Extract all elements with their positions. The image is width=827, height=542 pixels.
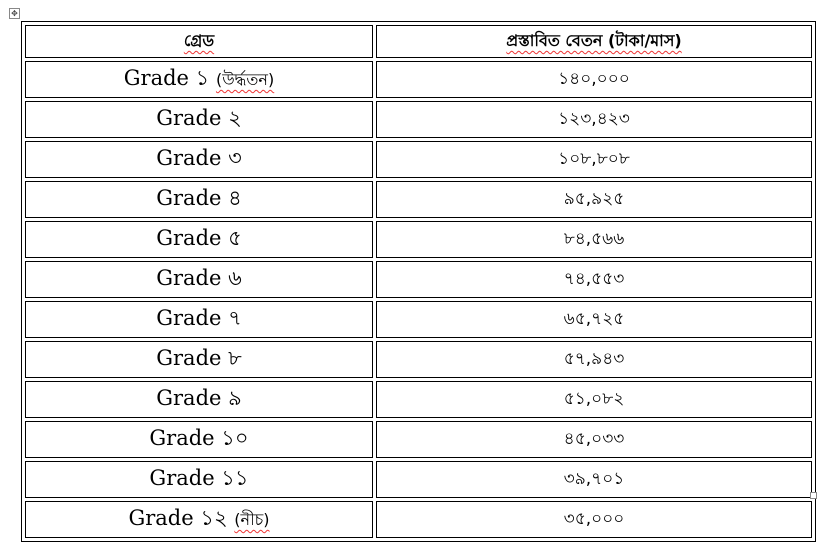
salary-cell[interactable]: ১৪০,০০০ <box>376 61 812 98</box>
salary-value: ৫১,০৮২ <box>563 388 625 409</box>
grade-label: Grade ৭ <box>156 306 242 330</box>
grade-label: Grade ৪ <box>156 186 242 210</box>
grade-label: Grade ১০ <box>149 426 249 450</box>
grade-note: (উর্দ্ধতন) <box>215 70 275 89</box>
table-row: Grade ৩ ১০৮,৮০৮ <box>25 141 812 178</box>
grade-label: Grade ৮ <box>156 346 242 370</box>
grade-label: Grade ৫ <box>156 226 242 250</box>
salary-cell[interactable]: ৫১,০৮২ <box>376 381 812 418</box>
grade-cell[interactable]: Grade ৬ <box>25 261 373 298</box>
header-grade[interactable]: গ্রেড <box>25 25 373 58</box>
salary-cell[interactable]: ৭৪,৫৫৩ <box>376 261 812 298</box>
table-header-row: গ্রেড প্রস্তাবিত বেতন (টাকা/মাস) <box>25 25 812 58</box>
table-row: Grade ৯ ৫১,০৮২ <box>25 381 812 418</box>
salary-value: ৩৯,৭০১ <box>563 468 625 489</box>
grade-cell[interactable]: Grade ১২ (নীচ) <box>25 501 373 538</box>
salary-cell[interactable]: ৫৭,৯৪৩ <box>376 341 812 378</box>
grade-cell[interactable]: Grade ৪ <box>25 181 373 218</box>
salary-cell[interactable]: ৩৯,৭০১ <box>376 461 812 498</box>
grade-label: Grade ১১ <box>149 466 249 490</box>
grade-cell[interactable]: Grade ২ <box>25 101 373 138</box>
salary-value: ৩৫,০০০ <box>563 508 625 529</box>
grade-label: Grade ৬ <box>156 266 242 290</box>
salary-cell[interactable]: ১০৮,৮০৮ <box>376 141 812 178</box>
table-row: Grade ৬ ৭৪,৫৫৩ <box>25 261 812 298</box>
salary-value: ৯৫,৯২৫ <box>563 188 625 209</box>
grade-label: Grade ২ <box>156 106 242 130</box>
grade-label: Grade ১ <box>123 66 210 90</box>
salary-value: ৮৪,৫৬৬ <box>563 228 625 249</box>
table-row: Grade ৮ ৫৭,৯৪৩ <box>25 341 812 378</box>
grade-cell[interactable]: Grade ৮ <box>25 341 373 378</box>
table-row: Grade ১ (উর্দ্ধতন) ১৪০,০০০ <box>25 61 812 98</box>
salary-value: ৬৫,৭২৫ <box>563 308 625 329</box>
salary-table: গ্রেড প্রস্তাবিত বেতন (টাকা/মাস) Grade ১… <box>21 21 816 542</box>
table-row: Grade ৭ ৬৫,৭২৫ <box>25 301 812 338</box>
grade-cell[interactable]: Grade ৩ <box>25 141 373 178</box>
table-resize-handle-icon[interactable] <box>810 492 817 499</box>
salary-value: ৪৫,০৩৩ <box>563 428 625 449</box>
salary-value: ১০৮,৮০৮ <box>558 148 630 169</box>
grade-note: (নীচ) <box>234 510 270 529</box>
salary-cell[interactable]: ১২৩,৪২৩ <box>376 101 812 138</box>
table-row: Grade ১২ (নীচ) ৩৫,০০০ <box>25 501 812 538</box>
salary-cell[interactable]: ৯৫,৯২৫ <box>376 181 812 218</box>
table-move-handle-icon[interactable]: ✥ <box>9 8 20 19</box>
grade-cell[interactable]: Grade ৯ <box>25 381 373 418</box>
salary-value: ৭৪,৫৫৩ <box>563 268 625 289</box>
grade-cell[interactable]: Grade ৭ <box>25 301 373 338</box>
grade-cell[interactable]: Grade ১ (উর্দ্ধতন) <box>25 61 373 98</box>
grade-cell[interactable]: Grade ৫ <box>25 221 373 258</box>
salary-cell[interactable]: ৮৪,৫৬৬ <box>376 221 812 258</box>
salary-value: ১২৩,৪২৩ <box>558 108 630 129</box>
table-row: Grade ১০ ৪৫,০৩৩ <box>25 421 812 458</box>
salary-value: ১৪০,০০০ <box>558 68 630 89</box>
table-row: Grade ৪ ৯৫,৯২৫ <box>25 181 812 218</box>
salary-value: ৫৭,৯৪৩ <box>563 348 625 369</box>
grade-label: Grade ৩ <box>156 146 242 170</box>
table-row: Grade ১১ ৩৯,৭০১ <box>25 461 812 498</box>
grade-cell[interactable]: Grade ১১ <box>25 461 373 498</box>
salary-cell[interactable]: ৪৫,০৩৩ <box>376 421 812 458</box>
table-row: Grade ২ ১২৩,৪২৩ <box>25 101 812 138</box>
salary-cell[interactable]: ৬৫,৭২৫ <box>376 301 812 338</box>
table-row: Grade ৫ ৮৪,৫৬৬ <box>25 221 812 258</box>
salary-cell[interactable]: ৩৫,০০০ <box>376 501 812 538</box>
header-salary[interactable]: প্রস্তাবিত বেতন (টাকা/মাস) <box>376 25 812 58</box>
grade-label: Grade ৯ <box>156 386 242 410</box>
grade-cell[interactable]: Grade ১০ <box>25 421 373 458</box>
